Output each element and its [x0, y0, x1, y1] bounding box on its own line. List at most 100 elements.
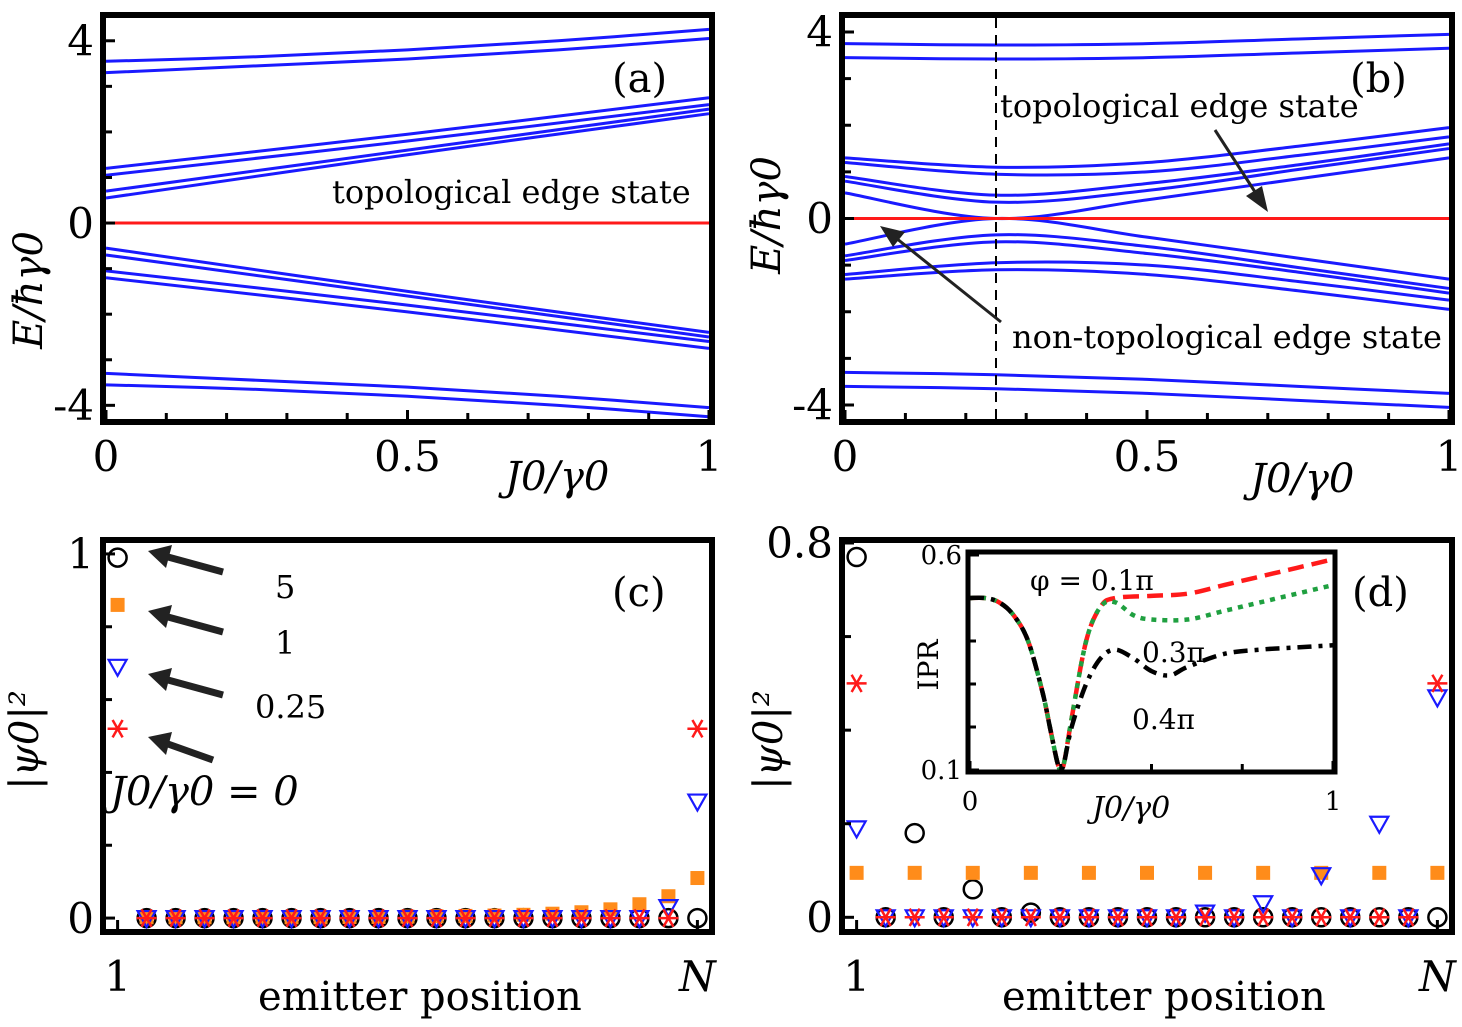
panel-d-inset-series-1 [969, 582, 1334, 773]
panel-d: 1 N0.80 (d) emitter position |ψ0|² 0 10.60… [746, 519, 1457, 1020]
panel-d-inset-ytick-label: 0.6 [921, 541, 962, 571]
panel-c-frame [100, 537, 715, 935]
panel-d-square-point [1023, 865, 1038, 880]
panel-c-triangle-down-point [657, 899, 680, 919]
panel-b-frame [839, 12, 1455, 425]
panel-a-series-5 [105, 112, 710, 200]
panel-c-annotation-5: 5 [275, 568, 295, 606]
panel-b-xlabel: J0/γ0 [1243, 456, 1354, 502]
panel-d-star-point [1020, 908, 1041, 927]
panel-d-square-point [849, 865, 864, 880]
panel-a-series-6 [105, 246, 710, 334]
panel-b-series-10 [844, 260, 1450, 302]
inset-series-label-2: 0.3π [1142, 636, 1205, 669]
panel-c-star-point [426, 908, 447, 928]
panel-d-triangle-down-point [1194, 904, 1216, 924]
panel-a: 0 0.5 140-4 (a) topological edge state J0/… [6, 12, 722, 500]
panel-c-star-point [252, 908, 273, 928]
panel-c-arrow-5 [148, 545, 224, 576]
panel-b-ylabel: E/ħγ0 [744, 156, 790, 275]
panel-b-series-3 [844, 135, 1450, 177]
panel-d-star-point [1398, 908, 1419, 927]
panel-b-ytick-label: 4 [806, 8, 833, 57]
inset-series-label-3: 0.4π [1132, 703, 1195, 736]
panel-a-label: (a) [612, 56, 667, 102]
panel-a-ytick-label: 4 [67, 16, 94, 65]
panel-b-xtick-label: 0.5 [1114, 432, 1181, 481]
panel-d-square-point [1430, 865, 1445, 880]
panel-c-star-point [484, 908, 505, 928]
inset-frame [965, 549, 1338, 775]
panel-b-series-2 [844, 126, 1450, 169]
panel-c-annotation-025: 0.25 [255, 688, 326, 726]
panel-a-series-4 [105, 107, 710, 193]
panel-a-series-0 [105, 27, 710, 63]
panel-d-ytick-label: 0.8 [766, 519, 833, 568]
panel-c-star-point [339, 908, 360, 928]
panel-d-square-point [907, 865, 922, 880]
panel-d-inset-series-2 [969, 595, 1334, 773]
panel-d-triangle-down-point [1252, 895, 1275, 915]
panel-a-annotation: topological edge state [332, 173, 691, 211]
panel-c-xtick-label: N [678, 952, 717, 1001]
panel-d-star-point [1078, 908, 1099, 927]
panel-b-series-6 [844, 156, 1450, 221]
panel-a-xlabel: J0/γ0 [498, 454, 609, 500]
panel-c-square-point [603, 902, 618, 917]
panel-b-series-11 [844, 268, 1450, 311]
panel-c-star-point [600, 908, 621, 928]
inset-series-label-1: φ = 0.1π [1030, 564, 1154, 597]
panel-b-xtick-label: 0 [832, 432, 859, 481]
panel-c-star-point [136, 908, 157, 928]
panel-c-circle-point [107, 547, 128, 568]
panel-d-frame [839, 537, 1455, 935]
panel-b-annotation-nontopo: non-topological edge state [1012, 318, 1442, 356]
panel-c-star-point [310, 908, 331, 928]
panel-d-square-point [1372, 865, 1387, 880]
panel-a-ytick-label: 0 [67, 199, 94, 248]
panel-d-star-point [1224, 908, 1245, 927]
panel-c-star-point [687, 719, 708, 739]
panel-d-star-point [1427, 674, 1448, 693]
panel-a-series-9 [105, 276, 710, 350]
panel-d-star-point [1195, 908, 1216, 927]
panel-c-triangle-down-point [686, 793, 709, 813]
panel-c-square-point [110, 597, 125, 612]
panel-a-series-7 [105, 253, 710, 339]
panel-c-square-point [632, 897, 647, 912]
panel-d-ylabel: |ψ0|² [746, 690, 792, 790]
panel-a-xtick-label: 0 [93, 432, 120, 481]
panel-d-square-point [1198, 865, 1213, 880]
panel-c-xtick-label: 1 [104, 952, 131, 1001]
panel-b-series-9 [844, 240, 1450, 295]
panel-c-xlabel: emitter position [258, 974, 582, 1020]
panel-a-xtick-label: 0.5 [374, 432, 441, 481]
panel-b-label: (b) [1350, 56, 1407, 102]
panel-b-series-5 [844, 147, 1450, 204]
panel-b: 0 0.5 140-4 (b) topological edge state non… [744, 8, 1462, 502]
panel-a-series-10 [105, 371, 710, 410]
panel-c-star-point [165, 908, 186, 928]
panel-d-xtick-label: 1 [843, 952, 870, 1001]
panel-d-square-point [1081, 865, 1096, 880]
panel-c-star-point [223, 908, 244, 928]
panel-b-xtick-label: 1 [1436, 432, 1462, 481]
panel-a-ylabel: E/ħγ0 [6, 231, 52, 350]
panel-a-series-8 [105, 269, 710, 344]
panel-a-series-2 [105, 96, 710, 170]
panel-d-star-point [1049, 908, 1070, 927]
panel-c-star-point [368, 908, 389, 928]
panel-d-star-point [1369, 908, 1390, 927]
panel-b-arrow-topo [1213, 129, 1268, 212]
panel-d-triangle-down-point [1426, 689, 1449, 709]
panel-c-star-point [397, 908, 418, 928]
panel-d-star-point [1282, 908, 1303, 927]
panel-b-series-12 [844, 370, 1450, 395]
panel-d-ytick-label: 0 [806, 893, 833, 942]
panel-b-series-0 [844, 32, 1450, 47]
panel-c-star-point [281, 908, 302, 928]
panel-d-star-point [875, 908, 896, 927]
panel-d-star-point [1340, 908, 1361, 927]
panel-c-star-point [629, 908, 650, 928]
